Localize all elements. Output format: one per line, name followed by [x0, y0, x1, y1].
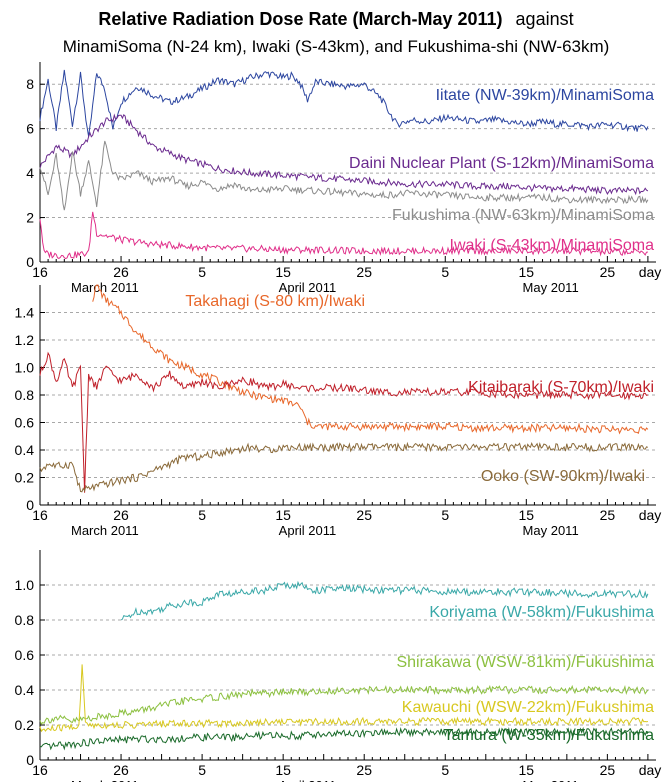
month-label: May 2011: [523, 778, 579, 782]
y-tick-label: 8: [26, 76, 34, 92]
x-axis-unit-label: day: [639, 507, 662, 523]
series-label: Iitate (NW-39km)/MinamiSoma: [436, 87, 655, 104]
series-line: [39, 664, 649, 733]
series-line: [39, 69, 649, 137]
month-label: May 2011: [523, 280, 579, 295]
x-tick-label: 16: [32, 507, 48, 523]
y-tick-label: 0: [26, 497, 34, 513]
chart-title: Relative Radiation Dose Rate (March-May …: [98, 9, 573, 29]
series-line: [120, 580, 649, 621]
x-tick-label: 25: [600, 507, 616, 523]
x-tick-label: 16: [32, 264, 48, 280]
series-line: [39, 684, 649, 726]
series-line: [39, 726, 649, 751]
y-tick-label: 1.0: [15, 577, 35, 593]
series-line: [39, 211, 648, 260]
x-axis-unit-label: day: [639, 264, 662, 280]
month-label: March 2011: [71, 280, 139, 295]
x-tick-label: 26: [113, 507, 129, 523]
y-tick-label: 0.4: [15, 682, 35, 698]
month-label: March 2011: [71, 778, 139, 782]
series-line: [39, 113, 649, 196]
x-tick-label: 15: [275, 264, 291, 280]
series-label: Takahagi (S-80 km)/Iwaki: [185, 293, 365, 310]
series-line: [92, 284, 649, 435]
series-line: [39, 441, 649, 493]
series-label: Kitaibaraki (S-70km)/Iwaki: [468, 379, 654, 396]
chart-panel-3: 0 0.2 0.4 0.6 0.8 1.0 16 26 5 15 25 5 15 25 day March 2…: [15, 550, 662, 782]
y-tick-label: 0.8: [15, 612, 35, 628]
x-tick-label: 5: [441, 507, 449, 523]
y-tick-label: 0: [26, 254, 34, 270]
series-line: [39, 351, 649, 493]
series-label: Fukushima (NW-63km)/MinamiSoma: [392, 207, 654, 224]
x-tick-label: 5: [441, 264, 449, 280]
x-tick-label: 5: [198, 762, 206, 778]
y-tick-label: 1.4: [15, 305, 35, 321]
y-tick-label: 0.2: [15, 470, 35, 486]
series-label: Koriyama (W-58km)/Fukushima: [429, 604, 654, 621]
chart-subtitle: MinamiSoma (N-24 km), Iwaki (S-43km), an…: [63, 37, 610, 56]
x-tick-label: 25: [356, 507, 372, 523]
month-label: April 2011: [279, 778, 337, 782]
chart-title-main: Relative Radiation Dose Rate (March-May …: [98, 9, 502, 29]
chart-title-suffix: against: [516, 9, 574, 29]
y-tick-label: 0.8: [15, 387, 35, 403]
chart-panel-2: 0 0.2 0.4 0.6 0.8 1.0 1.2 1.4 16 26 5 15 25 5 15 25 day M…: [15, 284, 662, 538]
x-axis-unit-label: day: [639, 762, 662, 778]
series-label: Tamura (W-35km)/Fukushima: [444, 727, 655, 744]
series-line: [39, 140, 649, 211]
y-tick-label: 0.4: [15, 442, 35, 458]
y-tick-label: 0.6: [15, 415, 35, 431]
series-label: Iwaki (S-43km)/MinamiSoma: [450, 237, 655, 254]
y-tick-label: 0.6: [15, 647, 35, 663]
month-label: April 2011: [279, 523, 337, 538]
x-tick-label: 25: [600, 264, 616, 280]
series-label: Shirakawa (WSW-81km)/Fukushima: [396, 654, 654, 671]
series-label: Ooko (SW-90km)/Iwaki: [481, 468, 645, 485]
month-label: March 2011: [71, 523, 139, 538]
series-label: Kawauchi (WSW-22km)/Fukushima: [402, 699, 654, 716]
x-tick-label: 5: [198, 507, 206, 523]
month-label: April 2011: [279, 280, 337, 295]
series-label: Daini Nuclear Plant (S-12km)/MinamiSoma: [349, 155, 654, 172]
x-tick-label: 26: [113, 762, 129, 778]
y-tick-label: 4: [26, 165, 34, 181]
x-tick-label: 15: [519, 264, 535, 280]
y-tick-label: 0: [26, 752, 34, 768]
y-tick-label: 1.0: [15, 360, 35, 376]
x-tick-label: 15: [519, 762, 535, 778]
x-tick-label: 5: [198, 264, 206, 280]
x-tick-label: 25: [356, 762, 372, 778]
y-tick-label: 0.2: [15, 717, 35, 733]
x-tick-label: 15: [275, 507, 291, 523]
y-tick-label: 2: [26, 210, 34, 226]
chart-panels: 0 2 4 6 8 16 26 5 15 25 5 15 25 day March 2011 April 20…: [15, 62, 662, 782]
y-tick-label: 1.2: [15, 332, 35, 348]
y-tick-label: 6: [26, 121, 34, 137]
x-tick-label: 16: [32, 762, 48, 778]
x-tick-label: 26: [113, 264, 129, 280]
x-tick-label: 15: [275, 762, 291, 778]
month-label: May 2011: [523, 523, 579, 538]
x-tick-label: 15: [519, 507, 535, 523]
x-tick-label: 5: [441, 762, 449, 778]
chart-panel-1: 0 2 4 6 8 16 26 5 15 25 5 15 25 day March 2011 April 20…: [26, 62, 661, 295]
x-tick-label: 25: [600, 762, 616, 778]
x-tick-label: 25: [356, 264, 372, 280]
